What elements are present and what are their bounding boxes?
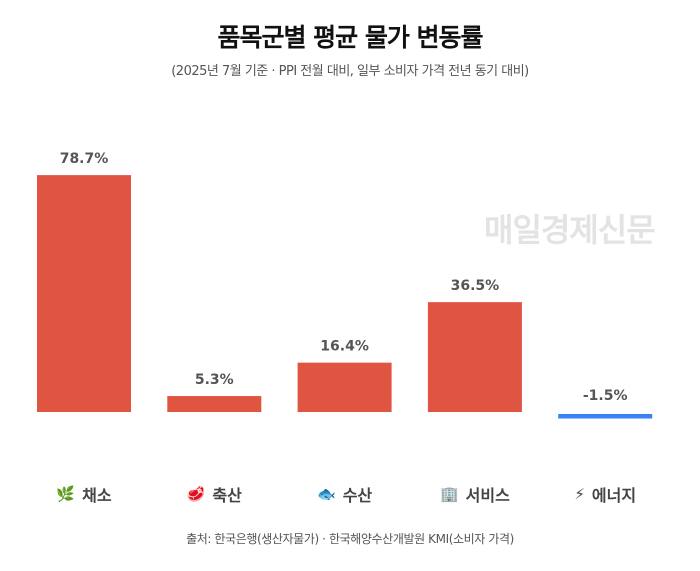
data-label-1: 5.3% <box>195 372 234 388</box>
building-icon: 🏢 <box>439 485 459 503</box>
data-label-2: 16.4% <box>320 339 369 355</box>
category-label-4: ⚡ 에너지 <box>574 482 636 506</box>
leaf-icon: 🌿 <box>56 485 76 503</box>
lightning-icon: ⚡ <box>574 485 585 503</box>
category-text: 축산 <box>212 486 242 505</box>
bar-4 <box>558 414 653 419</box>
watermark: 매일경제신문 <box>484 211 656 249</box>
data-label-3: 36.5% <box>451 278 500 294</box>
chart-subtitle: (2025년 7월 기준 · PPI 전월 대비, 일부 소비자 가격 전년 동… <box>171 64 529 79</box>
category-text: 수산 <box>342 486 373 505</box>
category-text: 채소 <box>82 486 112 505</box>
category-label-2: 🐟 수산 <box>317 482 372 506</box>
bar-2 <box>297 362 392 412</box>
fish-icon: 🐟 <box>317 485 336 503</box>
data-label-0: 78.7% <box>60 151 109 167</box>
category-label-1: 🥩 축산 <box>187 482 242 506</box>
category-text: 에너지 <box>591 486 637 505</box>
category-text: 서비스 <box>465 486 510 505</box>
bar-1 <box>167 396 262 412</box>
bar-0 <box>37 175 131 412</box>
category-label-3: 🏢 서비스 <box>440 482 510 506</box>
bar-3 <box>427 302 522 412</box>
data-label-4: -1.5% <box>583 388 628 404</box>
category-label-0: 🌿 채소 <box>56 482 111 506</box>
source-note: 출처: 한국은행(생산자물가) · 한국해양수산개발원 KMI(소비자 가격) <box>186 532 514 546</box>
chart-title: 품목군별 평균 물가 변동률 <box>217 23 483 52</box>
meat-icon: 🥩 <box>186 485 206 503</box>
